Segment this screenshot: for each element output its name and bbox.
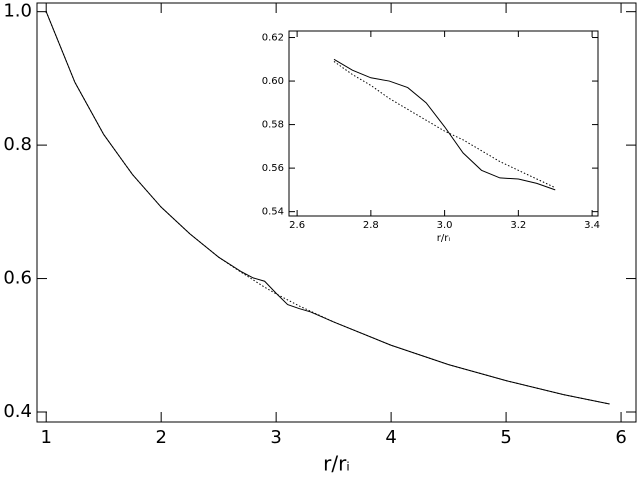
x-tick-label: 3 [270, 427, 281, 448]
x-tick-label: 3.2 [510, 220, 526, 231]
data-line [45, 11, 610, 405]
x-tick-label: 2.8 [363, 220, 379, 231]
y-tick-label: 0.58 [262, 120, 284, 131]
y-tick-label: 0.6 [3, 268, 32, 289]
y-tick-label: 0.8 [3, 134, 32, 155]
x-tick-label: 2 [155, 427, 166, 448]
y-tick-label: 0.60 [262, 76, 284, 87]
data-line [333, 61, 556, 189]
y-tick-label: 1.0 [3, 1, 32, 22]
data-line [333, 58, 556, 191]
y-tick-label: 0.62 [262, 33, 284, 44]
x-axis-label: r/rᵢ [323, 452, 350, 476]
y-tick-label: 0.4 [3, 401, 32, 422]
x-tick-label: 4 [385, 427, 396, 448]
x-tick-label: 3.0 [437, 220, 453, 231]
x-tick-label: 5 [500, 427, 511, 448]
x-tick-label: 1 [40, 427, 51, 448]
x-axis-label: r/rᵢ [437, 233, 451, 244]
x-tick-label: 6 [615, 427, 626, 448]
x-tick-label: 3.4 [584, 220, 600, 231]
plot-frame [288, 30, 599, 217]
y-tick-label: 0.54 [262, 207, 284, 218]
y-tick-label: 0.56 [262, 163, 284, 174]
x-tick-label: 2.6 [289, 220, 305, 231]
